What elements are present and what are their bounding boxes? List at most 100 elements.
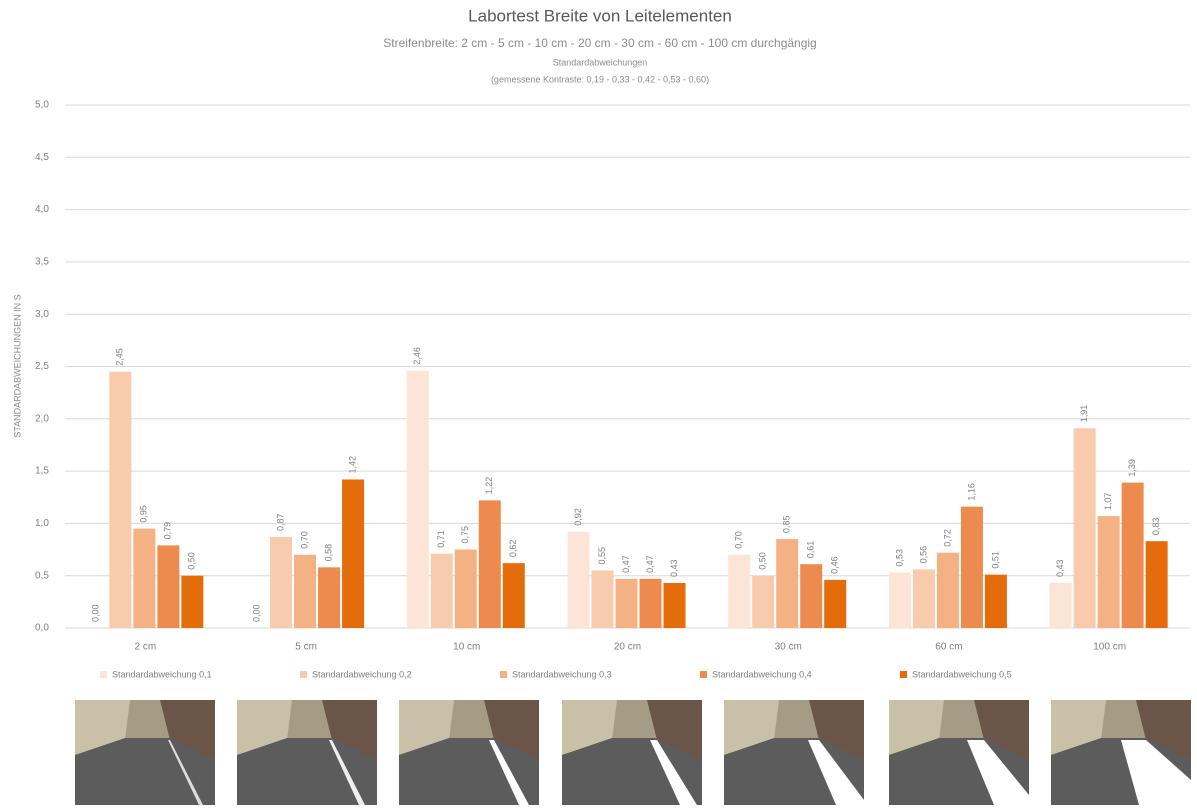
bar <box>1145 541 1168 628</box>
legend-swatch <box>500 671 507 678</box>
value-label: 0,56 <box>918 546 928 564</box>
bar <box>639 578 662 628</box>
y-tick-label: 3,0 <box>35 309 49 320</box>
value-label: 1,39 <box>1127 459 1137 477</box>
value-label: 0,72 <box>942 529 952 547</box>
value-label: 0,51 <box>990 551 1000 569</box>
bar <box>157 545 180 628</box>
value-label: 0,55 <box>597 547 607 565</box>
value-label: 0,50 <box>758 552 768 570</box>
value-label: 0,62 <box>508 540 518 558</box>
value-label: 0,47 <box>645 555 655 573</box>
bar <box>960 506 983 628</box>
bar <box>936 552 959 628</box>
bar <box>1121 482 1144 628</box>
value-label: 0,71 <box>436 530 446 548</box>
value-label: 2,46 <box>412 347 422 365</box>
legend-label: Standardabweichung 0,1 <box>112 669 212 679</box>
value-label: 0,70 <box>734 531 744 549</box>
bar <box>663 583 686 628</box>
legend-swatch <box>100 671 107 678</box>
bar <box>1073 428 1096 628</box>
x-tick-label: 20 cm <box>614 642 641 653</box>
x-tick-label: 100 cm <box>1093 642 1126 653</box>
legend-label: Standardabweichung 0,4 <box>712 669 812 679</box>
value-label: 0,43 <box>1055 559 1065 577</box>
value-label: 0,95 <box>139 505 149 523</box>
bar <box>1049 583 1072 628</box>
bar <box>615 578 638 628</box>
x-tick-label: 2 cm <box>135 642 157 653</box>
bar <box>270 536 293 628</box>
y-tick-label: 1,0 <box>35 518 49 529</box>
value-label: 1,16 <box>966 483 976 501</box>
value-label: 0,53 <box>894 549 904 567</box>
value-label: 1,22 <box>484 477 494 495</box>
bar <box>752 575 775 628</box>
bar <box>109 371 132 628</box>
bar <box>181 575 204 628</box>
y-tick-label: 4,0 <box>35 204 49 215</box>
photo <box>237 700 377 805</box>
y-tick-label: 2,0 <box>35 413 49 424</box>
bar <box>591 570 614 628</box>
photos <box>75 700 1191 805</box>
bar <box>478 500 501 628</box>
y-tick-label: 3,5 <box>35 257 49 268</box>
value-label: 0,61 <box>806 541 816 559</box>
x-tick-label: 30 cm <box>775 642 802 653</box>
bar <box>406 370 429 628</box>
x-tick-label: 10 cm <box>453 642 480 653</box>
bar <box>888 572 911 628</box>
bar <box>430 553 453 628</box>
x-tick-label: 60 cm <box>935 642 962 653</box>
y-tick-label: 5,0 <box>35 100 49 111</box>
bar <box>776 539 799 628</box>
legend-swatch <box>700 671 707 678</box>
value-label: 0,46 <box>830 556 840 574</box>
value-label: 0,87 <box>275 513 285 531</box>
bar <box>342 479 365 628</box>
value-label: 0,50 <box>187 552 197 570</box>
chart-title: Labortest Breite von Leitelementen <box>468 6 732 25</box>
photo <box>399 700 539 805</box>
bar <box>984 574 1007 628</box>
value-label: 0,85 <box>782 516 792 534</box>
value-label: 0,00 <box>251 604 261 622</box>
y-axis-label: STANDARDABWEICHUNGEN IN S <box>12 294 22 437</box>
bar <box>133 528 156 628</box>
value-label: 0,47 <box>621 555 631 573</box>
y-tick-label: 1,5 <box>35 466 49 477</box>
value-label: 0,83 <box>1151 518 1161 536</box>
value-label: 0,79 <box>163 522 173 540</box>
value-label: 1,91 <box>1079 405 1089 423</box>
y-tick-label: 0,0 <box>35 623 49 634</box>
legend-swatch <box>900 671 907 678</box>
x-tick-label: 5 cm <box>295 642 317 653</box>
annotation: Standardabweichungen <box>553 57 648 67</box>
legend-label: Standardabweichung 0,3 <box>512 669 612 679</box>
value-label: 1,42 <box>347 456 357 474</box>
bar <box>454 549 477 628</box>
photo <box>724 700 864 805</box>
bar <box>728 554 751 628</box>
photo <box>75 700 215 805</box>
bar <box>567 531 590 628</box>
photo <box>1051 700 1191 805</box>
annotation: (gemessene Kontraste: 0,19 - 0,33 - 0,42… <box>491 74 709 84</box>
value-label: 0,70 <box>299 531 309 549</box>
y-tick-label: 4,5 <box>35 152 49 163</box>
value-label: 1,07 <box>1103 493 1113 511</box>
legend-label: Standardabweichung 0,2 <box>312 669 412 679</box>
value-label: 0,92 <box>573 508 583 526</box>
legend-label: Standardabweichung 0,5 <box>912 669 1012 679</box>
value-label: 0,43 <box>669 559 679 577</box>
bar <box>1097 516 1120 628</box>
chart-subtitle: Streifenbreite: 2 cm - 5 cm - 10 cm - 20… <box>383 36 816 50</box>
value-label: 0,75 <box>460 526 470 544</box>
y-tick-label: 0,5 <box>35 570 49 581</box>
photo <box>889 700 1029 805</box>
bar <box>502 563 525 628</box>
